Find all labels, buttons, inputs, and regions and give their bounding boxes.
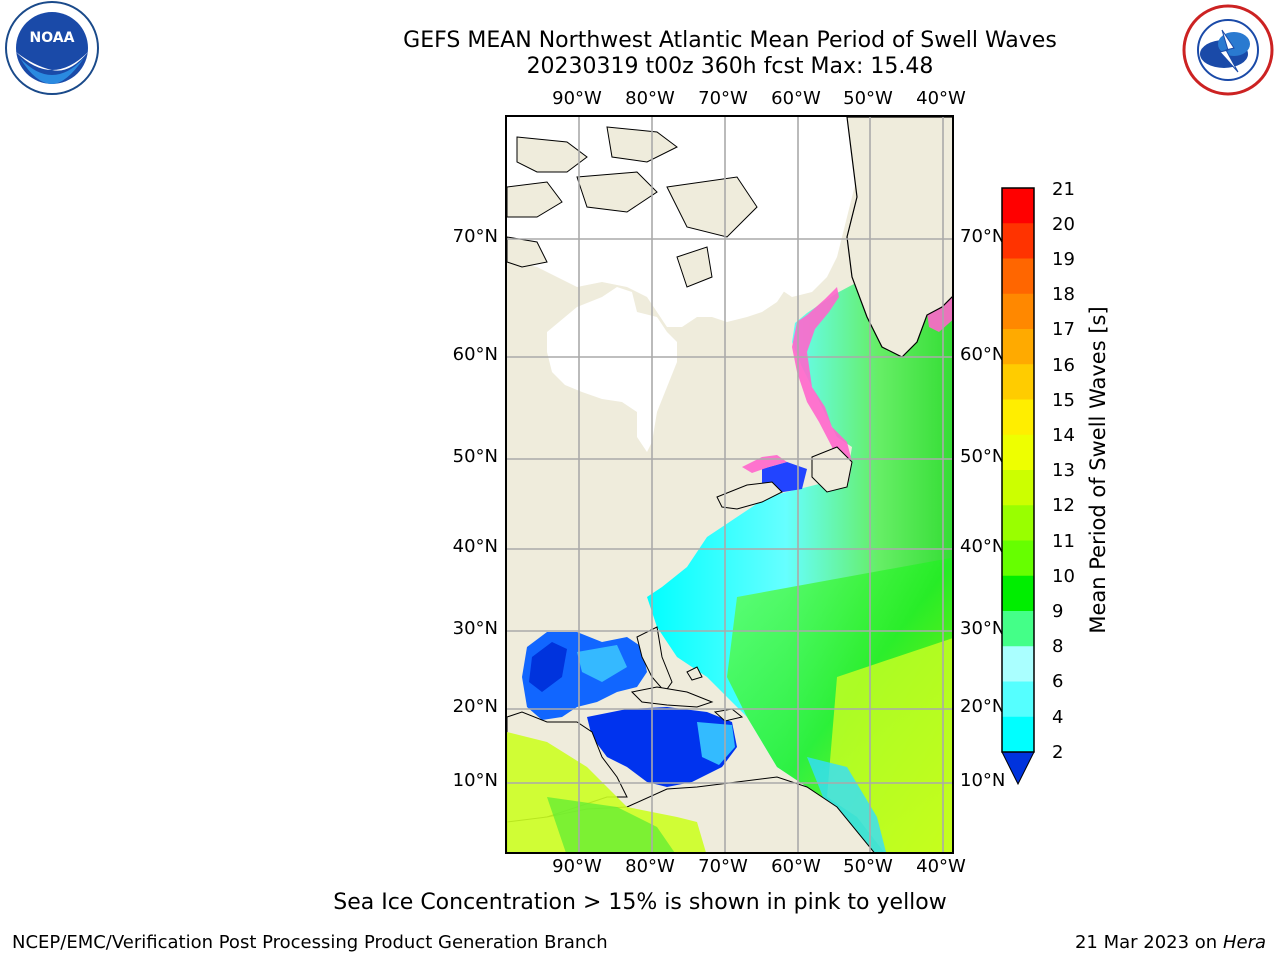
- lat-label-right: 10°N: [960, 770, 1006, 791]
- lat-label-left: 20°N: [452, 696, 498, 717]
- colorbar: [1001, 187, 1035, 786]
- lon-label-top: 40°W: [916, 88, 966, 109]
- lat-label-left: 30°N: [452, 618, 498, 639]
- colorbar-tick: 9: [1052, 601, 1064, 622]
- lon-label-bottom: 70°W: [698, 856, 748, 877]
- credit-text: NCEP/EMC/Verification Post Processing Pr…: [12, 932, 608, 953]
- lat-label-right: 60°N: [960, 344, 1006, 365]
- lon-label-top: 80°W: [625, 88, 675, 109]
- colorbar-label: Mean Period of Swell Waves [s]: [1086, 306, 1110, 634]
- colorbar-tick: 2: [1052, 742, 1064, 763]
- map-gridlines: [507, 117, 952, 852]
- lon-label-top: 60°W: [771, 88, 821, 109]
- lon-label-bottom: 50°W: [843, 856, 893, 877]
- colorbar-segment: [1002, 646, 1034, 682]
- colorbar-tick: 13: [1052, 460, 1075, 481]
- lon-label-bottom: 60°W: [771, 856, 821, 877]
- lat-label-right: 70°N: [960, 226, 1006, 247]
- colorbar-tick: 14: [1052, 425, 1075, 446]
- colorbar-tick: 12: [1052, 495, 1075, 516]
- lon-label-top: 90°W: [552, 88, 602, 109]
- lon-label-bottom: 90°W: [552, 856, 602, 877]
- map-subtitle: 20230319 t00z 360h fcst Max: 15.48: [526, 54, 934, 79]
- greenland: [846, 117, 952, 358]
- machine-name: Hera: [1222, 932, 1266, 953]
- colorbar-tick: 8: [1052, 636, 1064, 657]
- colorbar-tick: 6: [1052, 671, 1064, 692]
- noaa-logo: NOAA: [5, 1, 99, 95]
- colorbar-segment: [1002, 329, 1034, 365]
- sea-ice-note: Sea Ice Concentration > 15% is shown in …: [333, 890, 947, 915]
- lon-label-top: 50°W: [843, 88, 893, 109]
- svg-text:NOAA: NOAA: [30, 30, 75, 46]
- lat-label-left: 10°N: [452, 770, 498, 791]
- colorbar-segment: [1002, 258, 1034, 295]
- colorbar-segment: [1002, 188, 1034, 224]
- east-cyan-strip: [807, 757, 886, 852]
- colorbar-tick: 11: [1052, 531, 1075, 552]
- colorbar-tick: 17: [1052, 319, 1075, 340]
- lat-label-right: 30°N: [960, 618, 1006, 639]
- lat-label-right: 50°N: [960, 446, 1006, 467]
- colorbar-segment: [1002, 399, 1034, 436]
- map-panel: [505, 115, 954, 854]
- colorbar-segment: [1002, 434, 1034, 471]
- lon-label-bottom: 40°W: [916, 856, 966, 877]
- lat-label-right: 20°N: [960, 696, 1006, 717]
- colorbar-segment: [1002, 716, 1034, 753]
- lon-label-bottom: 80°W: [625, 856, 675, 877]
- lat-label-right: 40°N: [960, 536, 1006, 557]
- lat-label-left: 70°N: [452, 226, 498, 247]
- colorbar-segment: [1002, 223, 1034, 259]
- date-stamp: 21 Mar 2023 on Hera: [1074, 932, 1266, 953]
- colorbar-tick: 18: [1052, 284, 1075, 305]
- colorbar-segment: [1002, 470, 1034, 506]
- colorbar-tick: 4: [1052, 707, 1064, 728]
- colorbar-tick: 16: [1052, 355, 1075, 376]
- baffin-bay: [757, 117, 867, 297]
- colorbar-segment: [1002, 681, 1034, 718]
- colorbar-tick: 10: [1052, 566, 1075, 587]
- lat-label-left: 60°N: [452, 344, 498, 365]
- map-title: GEFS MEAN Northwest Atlantic Mean Period…: [403, 28, 1057, 53]
- colorbar-tick: 19: [1052, 249, 1075, 270]
- lat-label-left: 40°N: [452, 536, 498, 557]
- colorbar-segment: [1002, 540, 1034, 577]
- lon-label-top: 70°W: [698, 88, 748, 109]
- map-canvas: [507, 117, 952, 852]
- arctic-white: [507, 117, 847, 327]
- colorbar-segment: [1002, 293, 1034, 330]
- sea-ice-labrador: [792, 287, 852, 482]
- colorbar-segment: [1002, 364, 1034, 400]
- colorbar-segment: [1002, 611, 1034, 647]
- colorbar-segment: [1002, 575, 1034, 612]
- colorbar-tick: 20: [1052, 214, 1075, 235]
- colorbar-segment: [1002, 505, 1034, 541]
- colorbar-tick: 15: [1052, 390, 1075, 411]
- colorbar-tick: 21: [1052, 179, 1075, 200]
- nws-logo: [1182, 4, 1274, 96]
- cuba: [630, 686, 714, 708]
- florida: [636, 626, 673, 693]
- lat-label-left: 50°N: [452, 446, 498, 467]
